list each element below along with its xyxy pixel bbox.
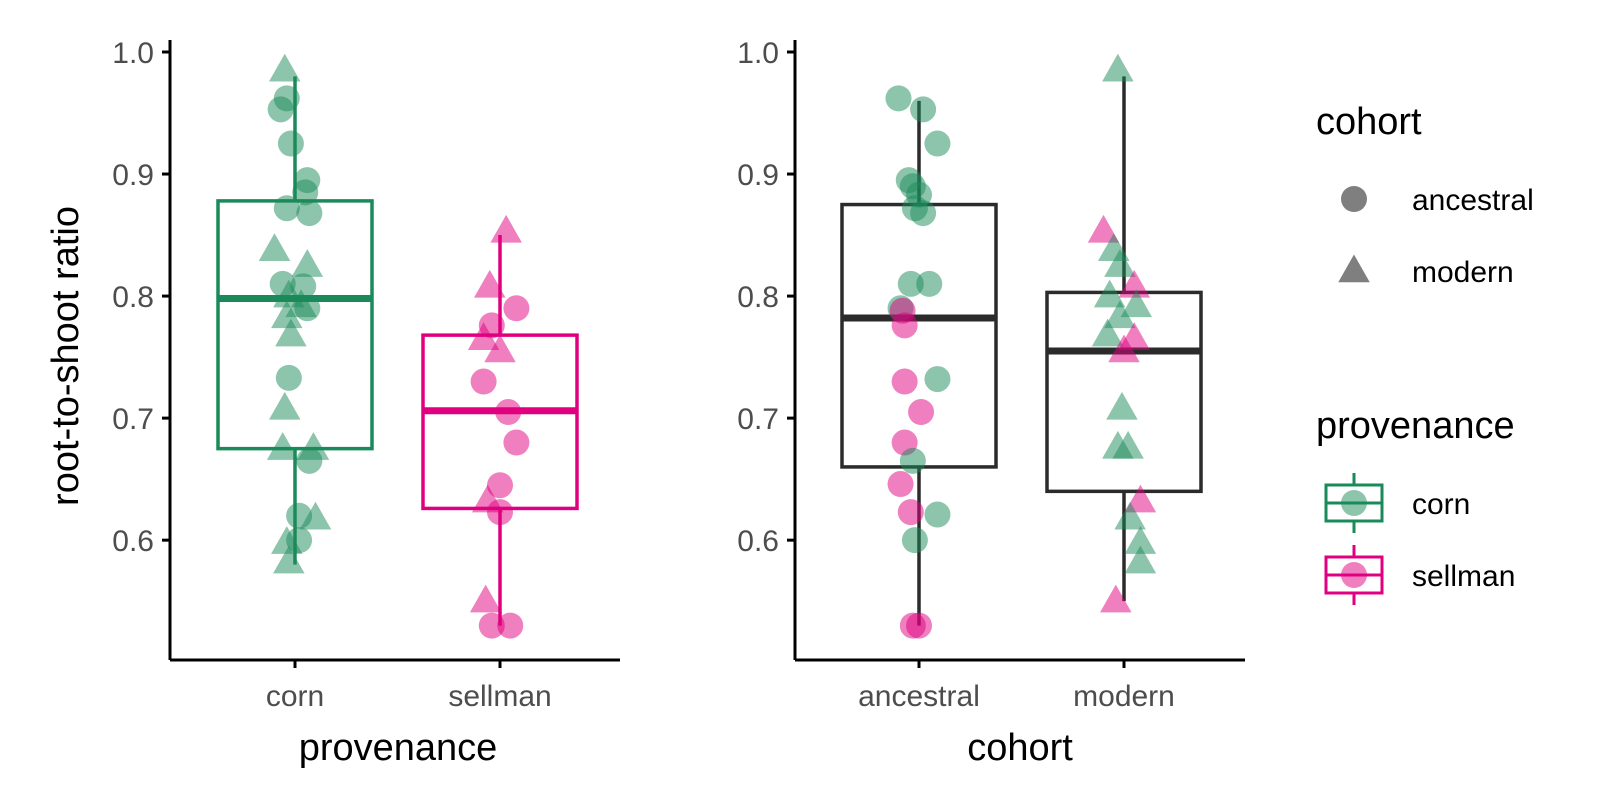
y-tick-label: 0.8 xyxy=(112,281,154,314)
point-triangle xyxy=(1118,269,1150,298)
legend-label-modern: modern xyxy=(1412,256,1514,289)
y-tick-label: 0.9 xyxy=(112,159,154,192)
y-tick-label: 0.8 xyxy=(737,281,779,314)
legend-label-sellman: sellman xyxy=(1412,560,1515,593)
y-tick-label: 1.0 xyxy=(112,37,154,70)
point-triangle xyxy=(271,300,303,329)
point-circle xyxy=(267,96,294,123)
point-circle xyxy=(296,447,323,474)
point-circle xyxy=(924,366,951,393)
point-circle xyxy=(286,527,313,554)
point-triangle xyxy=(467,322,500,351)
legend-label-corn: corn xyxy=(1412,488,1470,521)
point-triangle xyxy=(1114,501,1146,530)
point-circle xyxy=(887,471,914,498)
point-circle xyxy=(294,295,321,322)
y-tick-label: 0.6 xyxy=(112,525,154,558)
x-tick-label: modern xyxy=(1073,680,1175,713)
left-panel: 0.6 0.7 0.8 0.9 1.0 corn sellman provenance root… xyxy=(45,37,620,769)
point-circle xyxy=(503,295,530,322)
point-circle xyxy=(910,96,937,123)
point-circle xyxy=(487,472,513,499)
point-circle xyxy=(906,612,932,639)
point-circle xyxy=(908,399,935,426)
point-circle xyxy=(897,270,924,297)
legend-title-provenance: provenance xyxy=(1316,405,1515,447)
y-axis-title: root-to-shoot ratio xyxy=(45,206,87,506)
point-triangle xyxy=(1124,526,1157,554)
point-circle xyxy=(891,368,918,395)
point-triangle xyxy=(1120,289,1153,318)
x-tick-label: sellman xyxy=(448,680,551,713)
point-circle xyxy=(899,447,926,474)
point-circle xyxy=(916,270,943,297)
point-circle xyxy=(891,312,918,339)
box-iqr xyxy=(840,202,998,469)
legend-label-ancestral: ancestral xyxy=(1412,184,1534,217)
x-tick-label: ancestral xyxy=(858,680,980,713)
point-circle xyxy=(924,501,951,528)
legend-key-circle xyxy=(1341,186,1367,212)
y-tick-label: 0.6 xyxy=(737,525,779,558)
point-triangle xyxy=(1124,545,1157,574)
x-tick-label: corn xyxy=(266,680,324,713)
point-triangle xyxy=(1124,484,1157,513)
legend-color-items: corn sellman xyxy=(1324,473,1515,605)
y-tick-label: 0.9 xyxy=(737,159,779,192)
y-tick-label: 1.0 xyxy=(737,37,779,70)
point-triangle xyxy=(474,269,506,298)
legend-key-corn xyxy=(1324,473,1384,533)
point-triangle xyxy=(1104,249,1136,277)
point-circle xyxy=(292,179,319,206)
point-triangle xyxy=(275,318,307,347)
legend-shape-items: ancestral modern xyxy=(1338,184,1534,289)
point-triangle xyxy=(1112,430,1144,459)
legend-key-sellman xyxy=(1324,545,1384,605)
x-axis-title: provenance xyxy=(299,727,498,769)
point-circle xyxy=(885,85,912,112)
x-axis-title: cohort xyxy=(967,727,1073,769)
point-circle xyxy=(277,130,304,157)
point-triangle xyxy=(1087,214,1120,243)
point-circle xyxy=(497,612,524,639)
y-tick-label: 0.7 xyxy=(737,403,779,436)
point-triangle xyxy=(484,334,516,363)
point-circle xyxy=(273,195,300,222)
point-triangle xyxy=(1093,279,1126,308)
point-triangle xyxy=(258,233,291,261)
point-circle xyxy=(275,364,302,391)
point-circle xyxy=(924,130,951,157)
point-triangle xyxy=(299,501,332,530)
point-circle xyxy=(910,200,937,227)
point-circle xyxy=(290,273,317,300)
point-triangle xyxy=(273,545,305,574)
point-circle xyxy=(487,499,513,526)
point-triangle xyxy=(1091,318,1124,347)
y-tick-label: 0.7 xyxy=(112,403,154,436)
point-triangle xyxy=(269,53,301,82)
point-triangle xyxy=(1100,584,1132,613)
point-circle xyxy=(901,527,928,554)
legend-title-cohort: cohort xyxy=(1316,101,1422,143)
point-circle xyxy=(478,612,505,639)
point-triangle xyxy=(1106,391,1138,420)
legend: cohort ancestral modern provenance corn se… xyxy=(1316,101,1534,605)
point-triangle xyxy=(1102,53,1134,82)
point-circle xyxy=(503,429,530,456)
point-triangle xyxy=(490,214,522,243)
legend-key-triangle xyxy=(1338,254,1370,283)
point-triangle xyxy=(469,584,502,613)
point-circle xyxy=(897,499,924,526)
point-triangle xyxy=(269,391,301,420)
point-triangle xyxy=(291,249,324,277)
point-circle xyxy=(470,368,497,395)
point-triangle xyxy=(1104,300,1136,329)
point-circle xyxy=(296,200,323,227)
point-triangle xyxy=(1108,334,1140,363)
point-triangle xyxy=(266,432,299,460)
point-circle xyxy=(495,399,522,426)
